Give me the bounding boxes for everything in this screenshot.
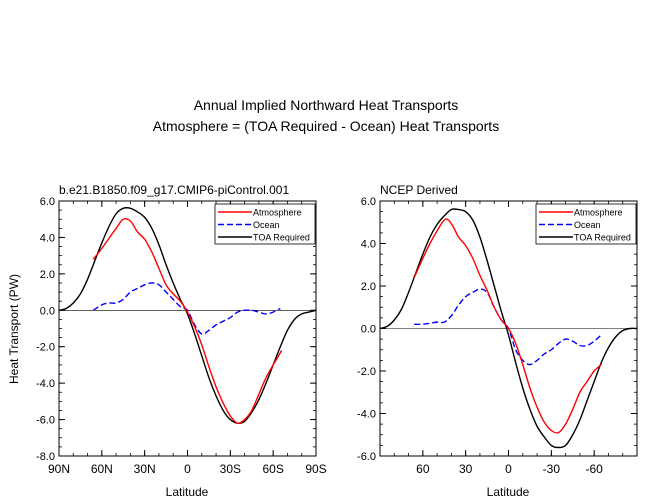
series-line-atmosphere — [413, 218, 602, 434]
y-tick-label: -6.0 — [357, 451, 376, 463]
right-panel: NCEP Derived Latitude 60 30 0 -30 -60 6.0 4.0 2… — [357, 183, 638, 499]
x-tick-label: 60N — [91, 462, 113, 476]
y-tick-label: -2.0 — [36, 342, 55, 354]
x-tick-label: 90S — [305, 462, 326, 476]
figure-title-line1: Annual Implied Northward Heat Transports — [194, 97, 459, 113]
legend-label: Ocean — [253, 220, 280, 230]
x-tick-label: 30N — [134, 462, 156, 476]
series-line-ocean — [92, 282, 281, 335]
x-tick-label: -30 — [543, 462, 561, 476]
left-panel: b.e21.B1850.f09_g17.CMIP6-piControl.001 … — [7, 183, 327, 499]
series-line-atmosphere — [92, 217, 283, 425]
y-tick-label: 2.0 — [40, 269, 55, 281]
y-tick-label: -2.0 — [357, 366, 376, 378]
legend-label: TOA Required — [574, 233, 631, 243]
y-tick-label: -6.0 — [36, 415, 55, 427]
x-tick-label: 0 — [505, 462, 512, 476]
y-tick-label: -4.0 — [36, 378, 55, 390]
y-tick-label: 6.0 — [40, 196, 55, 208]
legend-label: TOA Required — [253, 233, 310, 243]
x-tick-label: 60S — [262, 462, 283, 476]
figure-title-line2: Atmosphere = (TOA Required - Ocean) Heat… — [153, 118, 499, 134]
left-panel-title: b.e21.B1850.f09_g17.CMIP6-piControl.001 — [59, 183, 289, 197]
right-panel-title: NCEP Derived — [380, 183, 458, 197]
left-panel-ylabel: Heat Transport (PW) — [7, 274, 21, 384]
legend-label: Atmosphere — [253, 208, 302, 218]
legend-label: Atmosphere — [574, 208, 623, 218]
x-tick-label: 30S — [220, 462, 241, 476]
y-tick-label: -4.0 — [357, 409, 376, 421]
y-tick-label: 4.0 — [40, 232, 55, 244]
x-tick-label: 30 — [459, 462, 473, 476]
y-tick-label: 0.0 — [361, 324, 376, 336]
x-tick-label: 0 — [184, 462, 191, 476]
x-tick-label: 90N — [48, 462, 70, 476]
right-panel-xlabel: Latitude — [487, 485, 530, 499]
x-tick-label: 60 — [416, 462, 430, 476]
y-tick-label: 6.0 — [361, 196, 376, 208]
legend-label: Ocean — [574, 220, 601, 230]
series-line-toa-required — [379, 208, 638, 449]
x-tick-label: -60 — [585, 462, 603, 476]
y-tick-label: 0.0 — [40, 305, 55, 317]
y-tick-label: 4.0 — [361, 239, 376, 251]
y-tick-label: -8.0 — [36, 451, 55, 463]
y-tick-label: 2.0 — [361, 281, 376, 293]
left-panel-xlabel: Latitude — [166, 485, 209, 499]
